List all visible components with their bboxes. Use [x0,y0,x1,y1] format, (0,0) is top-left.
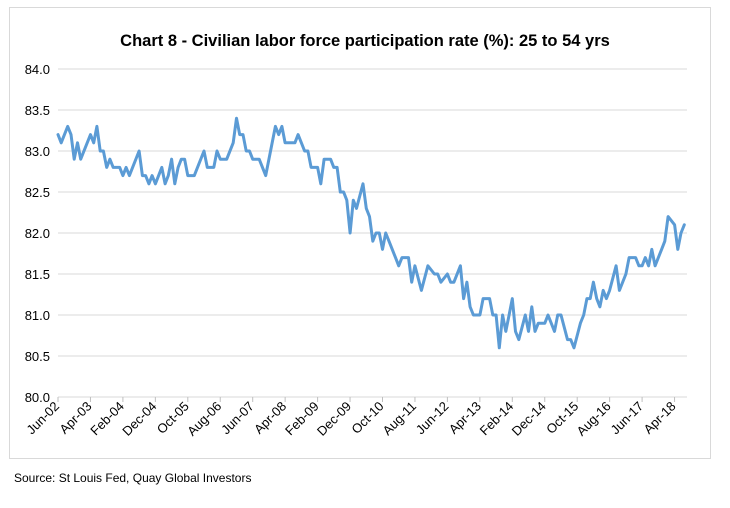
x-tick-label: Jun-17 [608,399,647,438]
y-tick-label: 80.5 [25,349,50,364]
x-tick-label: Oct-10 [348,399,386,437]
y-tick-label: 81.0 [25,308,50,323]
chart-title: Chart 8 - Civilian labor force participa… [120,32,610,50]
x-tick-label: Apr-13 [446,399,484,437]
chart-frame [9,7,711,459]
y-tick-label: 83.5 [25,103,50,118]
x-tick-label: Feb-04 [87,399,127,439]
x-tick-label: Jun-07 [218,399,257,438]
x-tick-label: Dec-14 [509,399,549,439]
y-tick-label: 84.0 [25,62,50,77]
x-tick-label: Apr-03 [56,399,94,437]
x-tick-label: Aug-11 [379,399,419,439]
x-tick-label: Feb-09 [282,399,322,439]
x-tick-label: Apr-18 [640,399,678,437]
x-tick-label: Aug-06 [184,399,224,439]
y-tick-label: 82.0 [25,226,50,241]
x-tick-label: Dec-09 [314,399,354,439]
x-tick-label: Aug-16 [574,399,614,439]
x-tick-label: Jun-12 [413,399,452,438]
x-tick-label: Feb-14 [477,399,517,439]
series-line [56,116,686,350]
x-tick-label: Dec-04 [119,399,159,439]
y-tick-label: 80.0 [25,390,50,405]
y-tick-label: 82.5 [25,185,50,200]
x-tick-label: Apr-08 [251,399,289,437]
y-tick-label: 83.0 [25,144,50,159]
source-note: Source: St Louis Fed, Quay Global Invest… [14,471,252,485]
y-tick-label: 81.5 [25,267,50,282]
